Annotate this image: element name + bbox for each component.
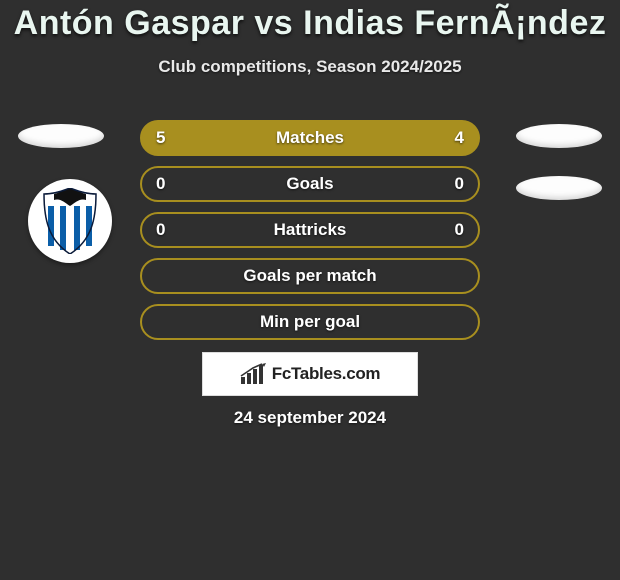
stat-rows: 5Matches40Goals00Hattricks0Goals per mat… <box>140 120 480 350</box>
stat-right-value: 4 <box>455 128 464 148</box>
stat-right-value: 0 <box>455 220 464 240</box>
stat-right-value: 0 <box>455 174 464 194</box>
stat-row: Goals per match <box>140 258 480 294</box>
stat-label: Hattricks <box>142 220 478 240</box>
club-badge <box>28 179 112 263</box>
player-left-logo-placeholder <box>18 124 104 148</box>
player-right-logo-placeholder-1 <box>516 124 602 148</box>
date-line: 24 september 2024 <box>0 408 620 428</box>
club-crest-icon <box>40 188 100 254</box>
brand-text: FcTables.com <box>272 364 381 384</box>
stat-label: Goals <box>142 174 478 194</box>
stat-label: Matches <box>142 128 478 148</box>
stat-label: Goals per match <box>142 266 478 286</box>
comparison-card: Antón Gaspar vs Indias FernÃ¡ndez Club c… <box>0 0 620 580</box>
stat-left-value: 0 <box>156 174 165 194</box>
stat-left-value: 5 <box>156 128 165 148</box>
brand-chart-icon <box>240 363 266 385</box>
stat-left-value: 0 <box>156 220 165 240</box>
page-title: Antón Gaspar vs Indias FernÃ¡ndez <box>0 4 620 43</box>
stat-label: Min per goal <box>142 312 478 332</box>
brand-box[interactable]: FcTables.com <box>202 352 418 396</box>
stat-row: 5Matches4 <box>140 120 480 156</box>
stat-row: Min per goal <box>140 304 480 340</box>
stat-row: 0Hattricks0 <box>140 212 480 248</box>
stat-row: 0Goals0 <box>140 166 480 202</box>
subtitle: Club competitions, Season 2024/2025 <box>0 57 620 77</box>
player-right-logo-placeholder-2 <box>516 176 602 200</box>
